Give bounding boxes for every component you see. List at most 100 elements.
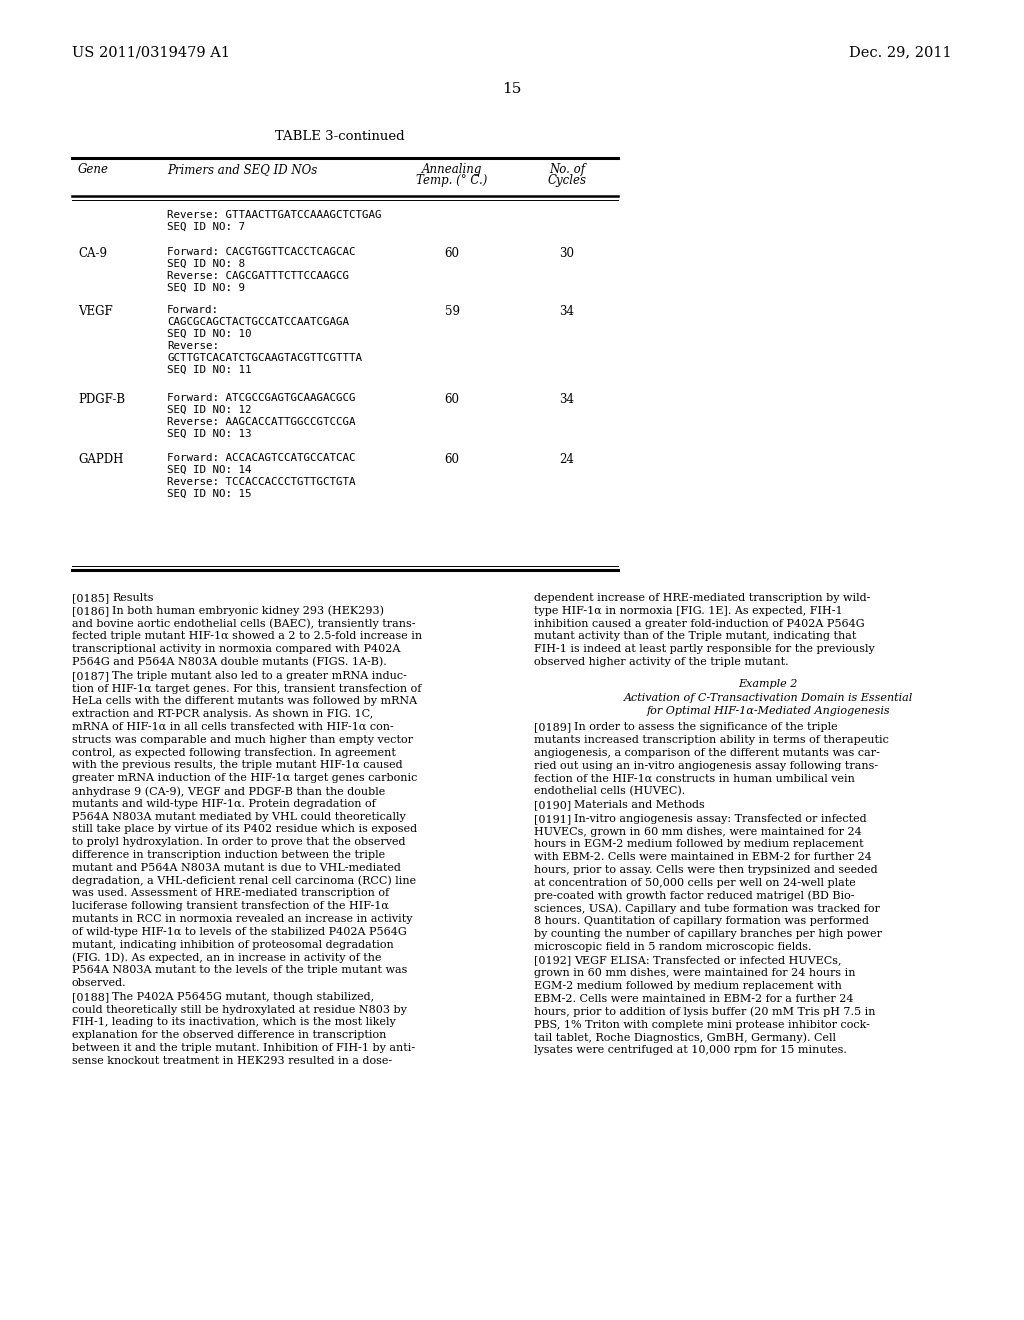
Text: inhibition caused a greater fold-induction of P402A P564G: inhibition caused a greater fold-inducti… <box>534 619 864 628</box>
Text: degradation, a VHL-deficient renal cell carcinoma (RCC) line: degradation, a VHL-deficient renal cell … <box>72 875 416 886</box>
Text: structs was comparable and much higher than empty vector: structs was comparable and much higher t… <box>72 735 413 744</box>
Text: hours, prior to assay. Cells were then trypsinized and seeded: hours, prior to assay. Cells were then t… <box>534 865 878 875</box>
Text: Gene: Gene <box>78 162 109 176</box>
Text: FIH-1, leading to its inactivation, which is the most likely: FIH-1, leading to its inactivation, whic… <box>72 1018 395 1027</box>
Text: Temp. (° C.): Temp. (° C.) <box>417 174 487 187</box>
Text: [0192]: [0192] <box>534 956 571 966</box>
Text: [0189]: [0189] <box>534 722 571 733</box>
Text: [0185]: [0185] <box>72 593 110 603</box>
Text: mutants and wild-type HIF-1α. Protein degradation of: mutants and wild-type HIF-1α. Protein de… <box>72 799 376 809</box>
Text: difference in transcription induction between the triple: difference in transcription induction be… <box>72 850 385 861</box>
Text: 34: 34 <box>559 393 574 407</box>
Text: 30: 30 <box>559 247 574 260</box>
Text: tail tablet, Roche Diagnostics, GmBH, Germany). Cell: tail tablet, Roche Diagnostics, GmBH, Ge… <box>534 1032 836 1043</box>
Text: P564A N803A mutant to the levels of the triple mutant was: P564A N803A mutant to the levels of the … <box>72 965 408 975</box>
Text: at concentration of 50,000 cells per well on 24-well plate: at concentration of 50,000 cells per wel… <box>534 878 856 888</box>
Text: Reverse: GTTAACTTGATCCAAAGCTCTGAG: Reverse: GTTAACTTGATCCAAAGCTCTGAG <box>167 210 382 220</box>
Text: 15: 15 <box>503 82 521 96</box>
Text: mutant, indicating inhibition of proteosomal degradation: mutant, indicating inhibition of proteos… <box>72 940 394 949</box>
Text: 34: 34 <box>559 305 574 318</box>
Text: fected triple mutant HIF-1α showed a 2 to 2.5-fold increase in: fected triple mutant HIF-1α showed a 2 t… <box>72 631 422 642</box>
Text: still take place by virtue of its P402 residue which is exposed: still take place by virtue of its P402 r… <box>72 825 417 834</box>
Text: transcriptional activity in normoxia compared with P402A: transcriptional activity in normoxia com… <box>72 644 400 655</box>
Text: greater mRNA induction of the HIF-1α target genes carbonic: greater mRNA induction of the HIF-1α tar… <box>72 774 418 783</box>
Text: ried out using an in-vitro angiogenesis assay following trans-: ried out using an in-vitro angiogenesis … <box>534 760 879 771</box>
Text: CAGCGCAGCTACTGCCATCCAATCGAGA: CAGCGCAGCTACTGCCATCCAATCGAGA <box>167 317 349 327</box>
Text: type HIF-1α in normoxia [FIG. 1E]. As expected, FIH-1: type HIF-1α in normoxia [FIG. 1E]. As ex… <box>534 606 843 616</box>
Text: Activation of C-Transactivation Domain is Essential: Activation of C-Transactivation Domain i… <box>624 693 912 702</box>
Text: luciferase following transient transfection of the HIF-1α: luciferase following transient transfect… <box>72 902 389 911</box>
Text: P564G and P564A N803A double mutants (FIGS. 1A-B).: P564G and P564A N803A double mutants (FI… <box>72 657 387 668</box>
Text: dependent increase of HRE-mediated transcription by wild-: dependent increase of HRE-mediated trans… <box>534 593 870 603</box>
Text: observed higher activity of the triple mutant.: observed higher activity of the triple m… <box>534 657 788 667</box>
Text: for Optimal HIF-1α-Mediated Angiogenesis: for Optimal HIF-1α-Mediated Angiogenesis <box>646 706 890 715</box>
Text: SEQ ID NO: 8: SEQ ID NO: 8 <box>167 259 245 269</box>
Text: EGM-2 medium followed by medium replacement with: EGM-2 medium followed by medium replacem… <box>534 981 842 991</box>
Text: P564A N803A mutant mediated by VHL could theoretically: P564A N803A mutant mediated by VHL could… <box>72 812 406 821</box>
Text: sense knockout treatment in HEK293 resulted in a dose-: sense knockout treatment in HEK293 resul… <box>72 1056 392 1065</box>
Text: fection of the HIF-1α constructs in human umbilical vein: fection of the HIF-1α constructs in huma… <box>534 774 855 784</box>
Text: anhydrase 9 (CA-9), VEGF and PDGF-B than the double: anhydrase 9 (CA-9), VEGF and PDGF-B than… <box>72 785 385 796</box>
Text: sciences, USA). Capillary and tube formation was tracked for: sciences, USA). Capillary and tube forma… <box>534 903 880 913</box>
Text: mutants in RCC in normoxia revealed an increase in activity: mutants in RCC in normoxia revealed an i… <box>72 913 413 924</box>
Text: The P402A P5645G mutant, though stabilized,: The P402A P5645G mutant, though stabiliz… <box>112 991 374 1002</box>
Text: SEQ ID NO: 11: SEQ ID NO: 11 <box>167 366 252 375</box>
Text: tion of HIF-1α target genes. For this, transient transfection of: tion of HIF-1α target genes. For this, t… <box>72 684 421 693</box>
Text: hours in EGM-2 medium followed by medium replacement: hours in EGM-2 medium followed by medium… <box>534 840 863 850</box>
Text: SEQ ID NO: 9: SEQ ID NO: 9 <box>167 282 245 293</box>
Text: could theoretically still be hydroxylated at residue N803 by: could theoretically still be hydroxylate… <box>72 1005 407 1015</box>
Text: 60: 60 <box>444 393 460 407</box>
Text: and bovine aortic endothelial cells (BAEC), transiently trans-: and bovine aortic endothelial cells (BAE… <box>72 619 416 630</box>
Text: of wild-type HIF-1α to levels of the stabilized P402A P564G: of wild-type HIF-1α to levels of the sta… <box>72 927 407 937</box>
Text: Annealing: Annealing <box>422 162 482 176</box>
Text: 8 hours. Quantitation of capillary formation was performed: 8 hours. Quantitation of capillary forma… <box>534 916 869 927</box>
Text: with the previous results, the triple mutant HIF-1α caused: with the previous results, the triple mu… <box>72 760 402 771</box>
Text: GAPDH: GAPDH <box>78 453 123 466</box>
Text: endothelial cells (HUVEC).: endothelial cells (HUVEC). <box>534 787 685 796</box>
Text: Forward:: Forward: <box>167 305 219 315</box>
Text: 60: 60 <box>444 247 460 260</box>
Text: mRNA of HIF-1α in all cells transfected with HIF-1α con-: mRNA of HIF-1α in all cells transfected … <box>72 722 394 733</box>
Text: 24: 24 <box>559 453 574 466</box>
Text: The triple mutant also led to a greater mRNA induc-: The triple mutant also led to a greater … <box>112 671 407 681</box>
Text: SEQ ID NO: 12: SEQ ID NO: 12 <box>167 405 252 414</box>
Text: Example 2: Example 2 <box>738 678 798 689</box>
Text: Forward: ACCACAGTCCATGCCATCAC: Forward: ACCACAGTCCATGCCATCAC <box>167 453 355 463</box>
Text: Dec. 29, 2011: Dec. 29, 2011 <box>849 45 952 59</box>
Text: grown in 60 mm dishes, were maintained for 24 hours in: grown in 60 mm dishes, were maintained f… <box>534 969 855 978</box>
Text: HeLa cells with the different mutants was followed by mRNA: HeLa cells with the different mutants wa… <box>72 697 417 706</box>
Text: hours, prior to addition of lysis buffer (20 mM Tris pH 7.5 in: hours, prior to addition of lysis buffer… <box>534 1007 876 1018</box>
Text: mutant activity than of the Triple mutant, indicating that: mutant activity than of the Triple mutan… <box>534 631 856 642</box>
Text: Forward: ATCGCCGAGTGCAAGACGCG: Forward: ATCGCCGAGTGCAAGACGCG <box>167 393 355 403</box>
Text: [0188]: [0188] <box>72 991 110 1002</box>
Text: [0190]: [0190] <box>534 800 571 810</box>
Text: between it and the triple mutant. Inhibition of FIH-1 by anti-: between it and the triple mutant. Inhibi… <box>72 1043 415 1053</box>
Text: Reverse: TCCACCACCCTGTTGCTGTA: Reverse: TCCACCACCCTGTTGCTGTA <box>167 477 355 487</box>
Text: No. of: No. of <box>549 162 585 176</box>
Text: EBM-2. Cells were maintained in EBM-2 for a further 24: EBM-2. Cells were maintained in EBM-2 fo… <box>534 994 853 1005</box>
Text: SEQ ID NO: 14: SEQ ID NO: 14 <box>167 465 252 475</box>
Text: CA-9: CA-9 <box>78 247 106 260</box>
Text: microscopic field in 5 random microscopic fields.: microscopic field in 5 random microscopi… <box>534 942 811 952</box>
Text: GCTTGTCACATCTGCAAGTACGTTCGTTTA: GCTTGTCACATCTGCAAGTACGTTCGTTTA <box>167 352 362 363</box>
Text: Materials and Methods: Materials and Methods <box>574 800 705 810</box>
Text: to prolyl hydroxylation. In order to prove that the observed: to prolyl hydroxylation. In order to pro… <box>72 837 406 847</box>
Text: angiogenesis, a comparison of the different mutants was car-: angiogenesis, a comparison of the differ… <box>534 748 880 758</box>
Text: HUVECs, grown in 60 mm dishes, were maintained for 24: HUVECs, grown in 60 mm dishes, were main… <box>534 826 862 837</box>
Text: PBS, 1% Triton with complete mini protease inhibitor cock-: PBS, 1% Triton with complete mini protea… <box>534 1019 869 1030</box>
Text: mutant and P564A N803A mutant is due to VHL-mediated: mutant and P564A N803A mutant is due to … <box>72 863 400 873</box>
Text: [0186]: [0186] <box>72 606 110 616</box>
Text: FIH-1 is indeed at least partly responsible for the previously: FIH-1 is indeed at least partly responsi… <box>534 644 874 655</box>
Text: TABLE 3-continued: TABLE 3-continued <box>275 129 404 143</box>
Text: Forward: CACGTGGTTCACCTCAGCAC: Forward: CACGTGGTTCACCTCAGCAC <box>167 247 355 257</box>
Text: (FIG. 1D). As expected, an in increase in activity of the: (FIG. 1D). As expected, an in increase i… <box>72 953 382 964</box>
Text: lysates were centrifuged at 10,000 rpm for 15 minutes.: lysates were centrifuged at 10,000 rpm f… <box>534 1045 847 1055</box>
Text: In order to assess the significance of the triple: In order to assess the significance of t… <box>574 722 838 733</box>
Text: pre-coated with growth factor reduced matrigel (BD Bio-: pre-coated with growth factor reduced ma… <box>534 891 854 902</box>
Text: mutants increased transcription ability in terms of therapeutic: mutants increased transcription ability … <box>534 735 889 744</box>
Text: explanation for the observed difference in transcription: explanation for the observed difference … <box>72 1030 386 1040</box>
Text: In-vitro angiogenesis assay: Transfected or infected: In-vitro angiogenesis assay: Transfected… <box>574 814 866 824</box>
Text: US 2011/0319479 A1: US 2011/0319479 A1 <box>72 45 230 59</box>
Text: Primers and SEQ ID NOs: Primers and SEQ ID NOs <box>167 162 317 176</box>
Text: In both human embryonic kidney 293 (HEK293): In both human embryonic kidney 293 (HEK2… <box>112 606 384 616</box>
